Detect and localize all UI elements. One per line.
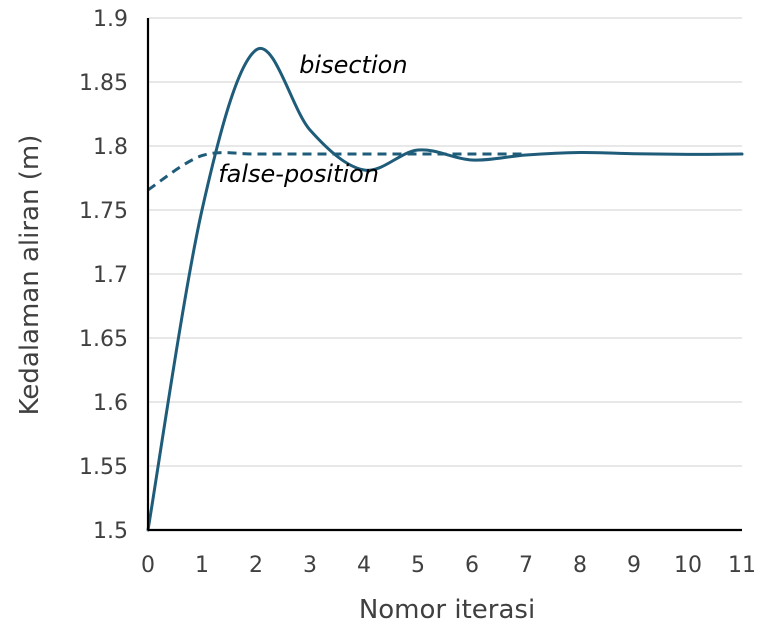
x-tick-label: 4 bbox=[357, 553, 371, 578]
series-label: false-position bbox=[218, 160, 379, 188]
x-tick-label: 1 bbox=[195, 553, 209, 578]
series-label: bisection bbox=[299, 51, 407, 79]
y-tick-labels: 1.5 1.55 1.6 1.65 1.7 1.75 1.8 1.85 1.9 bbox=[79, 7, 128, 544]
y-tick-label: 1.55 bbox=[79, 455, 128, 480]
series-line-bisection bbox=[146, 46, 744, 532]
series-line-false-position bbox=[147, 151, 526, 192]
x-tick-label: 11 bbox=[728, 553, 756, 578]
y-tick-label: 1.85 bbox=[79, 71, 128, 96]
x-tick-labels: 0 1 2 3 4 5 6 7 8 9 10 11 bbox=[141, 553, 756, 578]
x-axis-title: Nomor iterasi bbox=[359, 595, 535, 625]
x-tick-label: 7 bbox=[519, 553, 533, 578]
y-tick-label: 1.5 bbox=[93, 519, 128, 544]
x-tick-label: 9 bbox=[627, 553, 641, 578]
y-axis-title: Kedalaman aliran (m) bbox=[15, 135, 45, 416]
x-tick-label: 5 bbox=[411, 553, 425, 578]
x-tick-label: 3 bbox=[303, 553, 317, 578]
x-tick-label: 2 bbox=[249, 553, 263, 578]
x-tick-label: 10 bbox=[674, 553, 702, 578]
x-tick-label: 8 bbox=[573, 553, 587, 578]
gridlines bbox=[148, 17, 742, 531]
y-tick-label: 1.7 bbox=[93, 263, 128, 288]
y-tick-label: 1.75 bbox=[79, 199, 128, 224]
y-tick-label: 1.9 bbox=[93, 7, 128, 32]
y-tick-label: 1.65 bbox=[79, 327, 128, 352]
x-tick-label: 6 bbox=[465, 553, 479, 578]
y-tick-label: 1.8 bbox=[93, 135, 128, 160]
series-lines bbox=[146, 46, 744, 532]
series-annotations: bisection false-position bbox=[218, 51, 407, 188]
y-tick-label: 1.6 bbox=[93, 391, 128, 416]
x-tick-label: 0 bbox=[141, 553, 155, 578]
